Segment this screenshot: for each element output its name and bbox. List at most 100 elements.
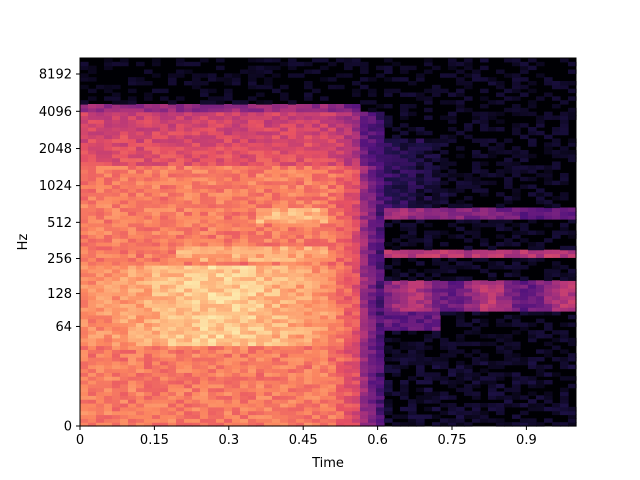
spectrogram-cell bbox=[464, 284, 473, 289]
spectrogram-cell bbox=[544, 399, 553, 404]
spectrogram-cell bbox=[416, 142, 425, 147]
spectrogram-cell bbox=[384, 184, 393, 189]
spectrogram-cell bbox=[224, 161, 233, 166]
spectrogram-cell bbox=[80, 111, 89, 117]
spectrogram-cell bbox=[224, 261, 233, 266]
spectrogram-cell bbox=[312, 268, 321, 274]
spectrogram-cell bbox=[456, 414, 465, 419]
spectrogram-cell bbox=[328, 272, 337, 278]
spectrogram-cell bbox=[184, 268, 193, 274]
spectrogram-cell bbox=[120, 123, 129, 128]
spectrogram-cell bbox=[280, 169, 289, 174]
spectrogram-cell bbox=[160, 111, 169, 117]
spectrogram-cell bbox=[360, 414, 369, 419]
spectrogram-cell bbox=[312, 345, 321, 350]
spectrogram-cell bbox=[504, 422, 513, 427]
spectrogram-cell bbox=[504, 226, 513, 232]
spectrogram-cell bbox=[216, 107, 225, 113]
spectrogram-cell bbox=[248, 303, 257, 308]
spectrogram-cell bbox=[200, 104, 209, 109]
spectrogram-cell bbox=[408, 127, 417, 132]
spectrogram-cell bbox=[328, 219, 337, 224]
spectrogram-cell bbox=[232, 383, 241, 389]
spectrogram-cell bbox=[456, 261, 465, 266]
spectrogram-cell bbox=[256, 58, 265, 63]
spectrogram-cell bbox=[336, 291, 345, 297]
spectrogram-cell bbox=[512, 81, 521, 86]
spectrogram-cell bbox=[456, 380, 465, 385]
spectrogram-cell bbox=[520, 150, 529, 155]
spectrogram-cell bbox=[152, 104, 161, 109]
spectrogram-cell bbox=[88, 422, 97, 427]
spectrogram-cell bbox=[352, 322, 361, 327]
spectrogram-cell bbox=[280, 284, 289, 289]
spectrogram-cell bbox=[544, 142, 553, 147]
spectrogram-cell bbox=[176, 130, 185, 136]
spectrogram-cell bbox=[488, 395, 497, 400]
spectrogram-cell bbox=[328, 230, 337, 235]
spectrogram-cell bbox=[200, 307, 209, 312]
spectrogram-cell bbox=[512, 303, 521, 308]
spectrogram-cell bbox=[256, 383, 265, 389]
spectrogram-cell bbox=[304, 318, 313, 324]
spectrogram-cell bbox=[104, 353, 113, 358]
spectrogram-cell bbox=[424, 280, 433, 285]
spectrogram-cell bbox=[448, 92, 457, 97]
spectrogram-cell bbox=[448, 134, 457, 140]
spectrogram-cell bbox=[448, 192, 457, 197]
spectrogram-cell bbox=[96, 311, 105, 316]
spectrogram-cell bbox=[80, 265, 89, 270]
spectrogram-cell bbox=[136, 165, 145, 170]
spectrogram-cell bbox=[232, 134, 241, 140]
spectrogram-cell bbox=[120, 330, 129, 335]
spectrogram-cell bbox=[136, 334, 145, 339]
spectrogram-cell bbox=[296, 203, 305, 209]
spectrogram-cell bbox=[400, 380, 409, 385]
spectrogram-cell bbox=[88, 242, 97, 247]
spectrogram-cell bbox=[376, 276, 385, 281]
spectrogram-cell bbox=[568, 138, 577, 143]
spectrogram-cell bbox=[552, 196, 561, 201]
spectrogram-cell bbox=[192, 157, 201, 163]
spectrogram-cell bbox=[248, 84, 257, 90]
spectrogram-cell bbox=[232, 299, 241, 304]
spectrogram-cell bbox=[504, 249, 513, 255]
spectrogram-cell bbox=[456, 387, 465, 393]
spectrogram-cell bbox=[336, 188, 345, 193]
spectrogram-cell bbox=[80, 165, 89, 170]
spectrogram-cell bbox=[384, 284, 393, 289]
spectrogram-cell bbox=[96, 215, 105, 220]
spectrogram-cell bbox=[528, 280, 537, 285]
spectrogram-cell bbox=[328, 261, 337, 266]
spectrogram-cell bbox=[208, 399, 217, 404]
spectrogram-cell bbox=[336, 406, 345, 412]
spectrogram-cell bbox=[288, 349, 297, 354]
spectrogram-cell bbox=[552, 203, 561, 209]
spectrogram-cell bbox=[176, 138, 185, 143]
spectrogram-cell bbox=[416, 238, 425, 243]
spectrogram-cell bbox=[200, 123, 209, 128]
spectrogram-cell bbox=[112, 219, 121, 224]
spectrogram-cell bbox=[80, 372, 89, 377]
spectrogram-cell bbox=[568, 280, 577, 285]
spectrogram-cell bbox=[112, 372, 121, 377]
spectrogram-cell bbox=[80, 383, 89, 389]
spectrogram-cell bbox=[352, 196, 361, 201]
spectrogram-cell bbox=[96, 341, 105, 347]
spectrogram-cell bbox=[160, 184, 169, 189]
spectrogram-cell bbox=[80, 295, 89, 301]
spectrogram-cell bbox=[280, 399, 289, 404]
spectrogram-cell bbox=[296, 188, 305, 193]
spectrogram-cell bbox=[336, 111, 345, 117]
spectrogram-cell bbox=[520, 65, 529, 71]
spectrogram-cell bbox=[104, 357, 113, 362]
spectrogram-cell bbox=[288, 100, 297, 105]
spectrogram-cell bbox=[256, 107, 265, 113]
spectrogram-cell bbox=[368, 403, 377, 408]
spectrogram-cell bbox=[112, 403, 121, 408]
spectrogram-cell bbox=[344, 207, 353, 212]
spectrogram-cell bbox=[112, 115, 121, 120]
spectrogram-cell bbox=[200, 222, 209, 228]
spectrogram-cell bbox=[312, 115, 321, 120]
spectrogram-cell bbox=[200, 314, 209, 320]
